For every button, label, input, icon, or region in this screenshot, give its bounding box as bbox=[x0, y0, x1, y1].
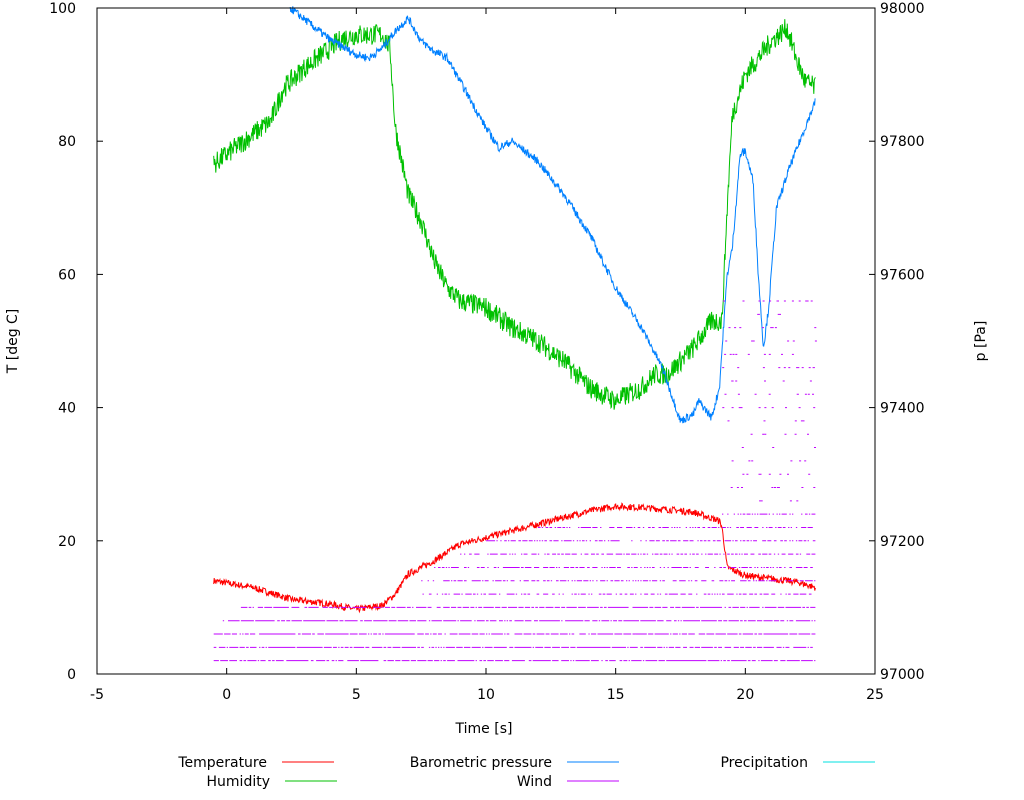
temperature-line bbox=[213, 502, 816, 614]
x-tick-label: 25 bbox=[866, 687, 884, 703]
y2-axis-label: p [Pa] bbox=[973, 321, 989, 362]
x-tick-label: 15 bbox=[607, 687, 625, 703]
wind-sparse-points bbox=[722, 300, 817, 502]
x-tick-label: 5 bbox=[352, 687, 361, 703]
legend-label: Precipitation bbox=[720, 755, 808, 771]
legend: Temperature Humidity Barometric pressure Wi… bbox=[177, 755, 875, 790]
x-tick-label: -5 bbox=[90, 687, 104, 703]
legend-label: Wind bbox=[517, 774, 552, 790]
y-tick-label: 0 bbox=[67, 667, 76, 683]
barometric-pressure-line bbox=[289, 6, 816, 424]
y2-tick-label: 97600 bbox=[880, 267, 925, 283]
legend-label: Temperature bbox=[177, 755, 267, 771]
x-axis-label: Time [s] bbox=[455, 721, 513, 737]
x-tick-label: 0 bbox=[222, 687, 231, 703]
x-tick-label: 20 bbox=[736, 687, 754, 703]
plot-area bbox=[213, 6, 817, 662]
x-tick-label: 10 bbox=[477, 687, 495, 703]
legend-label: Barometric pressure bbox=[410, 755, 552, 771]
axes: -5 0 5 10 15 20 25 0 20 40 60 80 100 97000 97200 97400 9… bbox=[49, 1, 924, 703]
y2-tick-label: 97400 bbox=[880, 401, 925, 417]
y2-tick-label: 97200 bbox=[880, 534, 925, 550]
legend-label: Humidity bbox=[207, 774, 270, 790]
y-tick-label: 40 bbox=[58, 401, 76, 417]
y-tick-label: 80 bbox=[58, 134, 76, 150]
y-tick-label: 60 bbox=[58, 267, 76, 283]
y-axis-label: T [deg C] bbox=[5, 309, 21, 375]
y-tick-label: 100 bbox=[49, 1, 76, 17]
y-tick-label: 20 bbox=[58, 534, 76, 550]
y2-tick-label: 98000 bbox=[880, 1, 925, 17]
y2-tick-label: 97800 bbox=[880, 134, 925, 150]
humidity-line bbox=[213, 19, 816, 410]
y2-tick-label: 97000 bbox=[880, 667, 925, 683]
